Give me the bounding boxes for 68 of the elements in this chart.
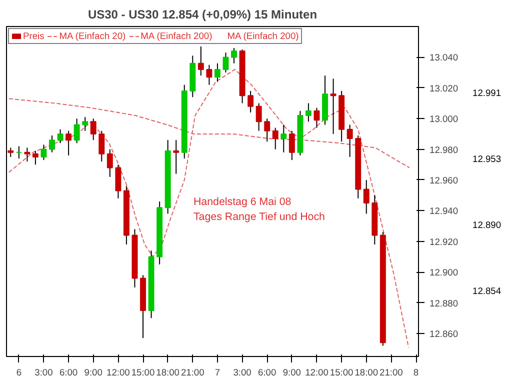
legend-label: MA (Einfach 200) [140, 31, 212, 41]
x-tick-label: 6 [16, 368, 22, 378]
legend-label: MA (Einfach 20) [59, 31, 126, 41]
annotation: Tages Range Tief und Hoch [193, 210, 326, 223]
y-tick-label: 12.920 [430, 236, 458, 247]
candlestick [363, 179, 370, 214]
candlestick [16, 146, 22, 159]
annotation: MA (Einfach 200) [227, 31, 299, 41]
candlestick [32, 150, 38, 166]
x-tick-label: 8 [413, 368, 419, 378]
candlestick [24, 147, 30, 162]
candlestick [346, 124, 353, 158]
annotation: Handelstag 6 Mai 08 [193, 196, 292, 208]
candlestick [288, 130, 295, 161]
candlestick [115, 164, 122, 199]
y-tick-label: 12.980 [430, 144, 458, 155]
candlestick [330, 78, 336, 134]
y-tick-label: 12.880 [430, 298, 458, 308]
candlestick [198, 46, 204, 76]
x-tick-label: 15:00 [131, 368, 155, 378]
y-tick-label: 12.860 [430, 328, 458, 339]
candlestick [280, 124, 287, 153]
candlestick [40, 144, 47, 161]
x-tick-label: 7 [214, 368, 220, 378]
candlestick [256, 102, 262, 132]
text: 12.890 [472, 220, 502, 230]
x-tick-label: 21:00 [180, 368, 204, 378]
candlestick [305, 102, 312, 122]
y-tick-label: 13.040 [430, 52, 458, 63]
candlestick [314, 107, 320, 128]
y-tick-label: 12.900 [430, 268, 458, 278]
candlestick [214, 62, 220, 82]
x-tick-label: 15:00 [330, 368, 354, 378]
candlestick [82, 116, 88, 132]
x-tick-label: 12:00 [106, 368, 130, 378]
candlestick [106, 148, 113, 178]
candlestick [74, 118, 80, 144]
text: 12.953 [472, 154, 502, 164]
x-tick-label: 21:00 [380, 368, 403, 378]
y-tick-label: 12.940 [430, 206, 458, 216]
text: 12.991 [472, 88, 502, 98]
x-tick-label: 6:00 [258, 368, 276, 378]
x-tick-label: 9:00 [84, 368, 102, 378]
chart-title: US30 - US30 12.854 (+0,09%) 15 Minuten [88, 8, 318, 22]
text: 12.854 [472, 286, 502, 296]
candlestick [264, 118, 270, 142]
y-tick-label: 13.020 [430, 83, 458, 94]
x-tick-label: 3:00 [233, 368, 252, 378]
candlestick [248, 90, 254, 113]
legend-label: Preis [23, 31, 44, 41]
candlestick [173, 140, 180, 174]
y-tick-label: 12.960 [430, 175, 458, 186]
candlestick [66, 130, 72, 156]
x-tick-label: 3:00 [34, 368, 53, 378]
x-tick-label: 18:00 [156, 368, 180, 378]
candlestick [90, 118, 96, 141]
x-tick-label: 12:00 [305, 368, 328, 378]
candlestick [98, 130, 105, 162]
x-tick-label: 18:00 [354, 368, 378, 378]
candlestick [206, 64, 212, 86]
candlestick [231, 47, 237, 64]
candlestick [222, 52, 229, 74]
y-tick-label: 13.000 [430, 114, 458, 124]
candlestick [272, 127, 278, 150]
x-tick-label: 9:00 [282, 368, 301, 378]
candlestick [49, 134, 55, 153]
x-tick-label: 6:00 [59, 368, 78, 378]
candlestick [57, 128, 64, 144]
